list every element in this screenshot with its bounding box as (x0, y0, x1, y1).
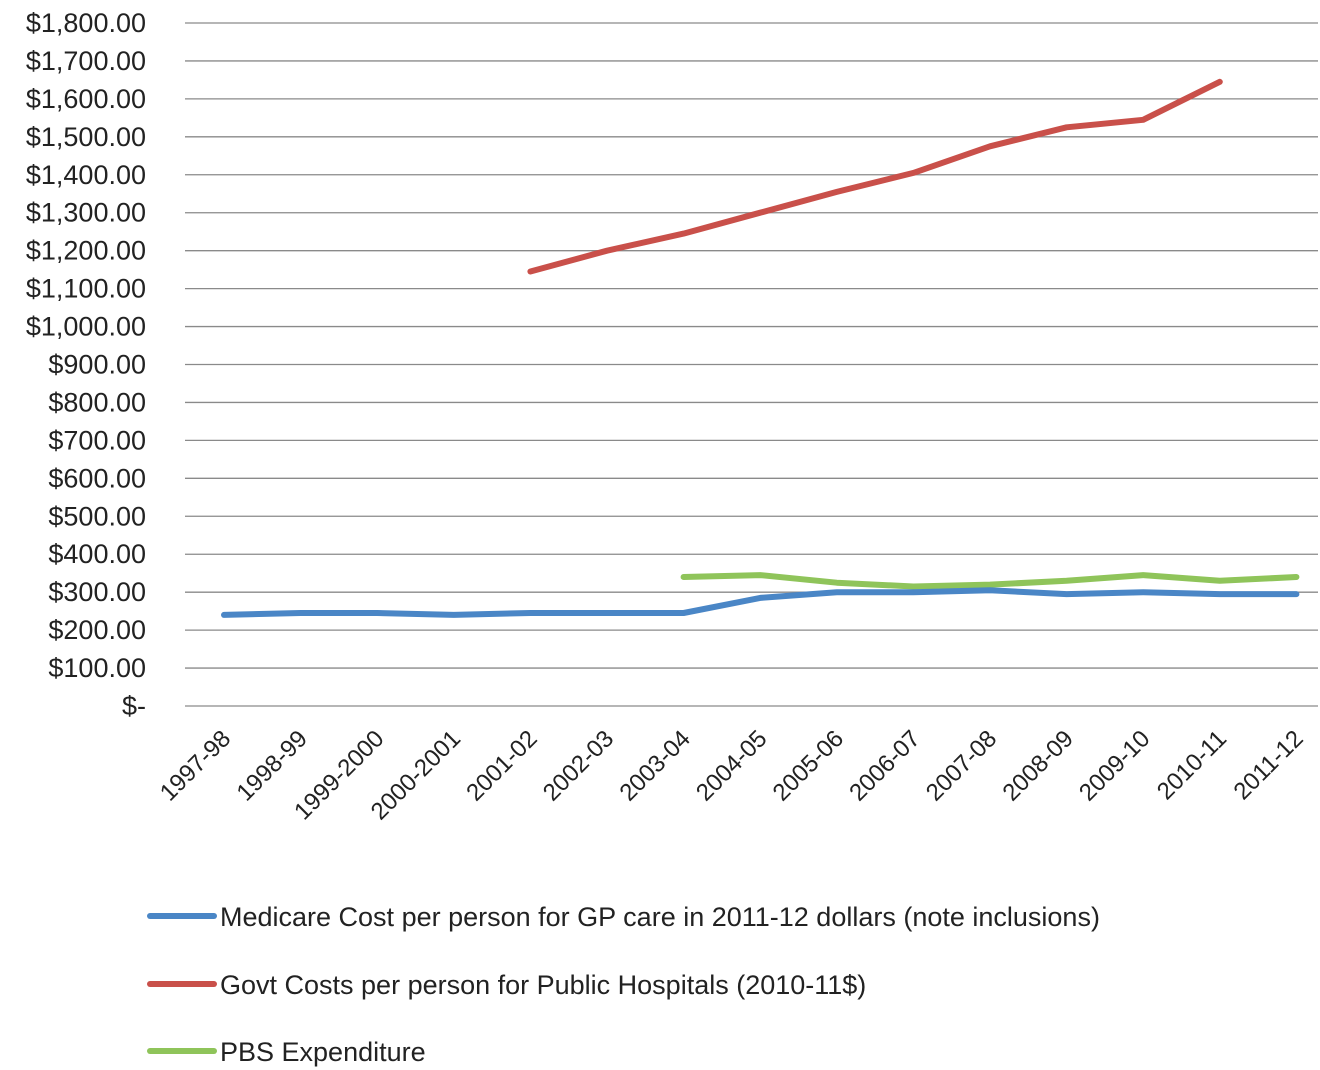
y-tick-label: $1,600.00 (26, 84, 146, 114)
y-tick-label: $200.00 (48, 615, 146, 645)
x-tick-label: 2010-11 (1152, 725, 1232, 805)
x-tick-label: 2002-03 (538, 725, 619, 806)
y-tick-label: $300.00 (48, 577, 146, 607)
x-tick-label: 2006-07 (844, 725, 925, 806)
y-tick-label: $100.00 (48, 653, 146, 683)
legend-label: Govt Costs per person for Public Hospita… (220, 970, 866, 1000)
series-lines (221, 78, 1300, 618)
y-tick-label: $1,400.00 (26, 160, 146, 190)
y-tick-label: $800.00 (48, 387, 146, 417)
x-tick-label: 2007-08 (921, 725, 1002, 806)
x-tick-label: 2004-05 (691, 725, 772, 806)
y-tick-label: $900.00 (48, 350, 146, 380)
y-tick-label: $1,100.00 (26, 274, 146, 304)
x-tick-label: 1997-98 (155, 725, 236, 806)
y-tick-label: $700.00 (48, 425, 146, 455)
x-axis-tick-labels: 1997-981998-991999-20002000-20012001-022… (155, 725, 1309, 825)
series-line (221, 587, 1300, 618)
x-tick-label: 2008-09 (997, 725, 1078, 806)
y-tick-label: $600.00 (48, 463, 146, 493)
legend: Medicare Cost per person for GP care in … (147, 902, 1100, 1067)
y-tick-label: $400.00 (48, 539, 146, 569)
y-tick-label: $1,700.00 (26, 46, 146, 76)
gridlines (185, 22, 1318, 707)
legend-label: PBS Expenditure (220, 1037, 426, 1067)
y-tick-label: $1,000.00 (26, 312, 146, 342)
x-tick-label: 2005-06 (768, 725, 849, 806)
x-tick-label: 2001-02 (461, 725, 542, 806)
y-tick-label: $1,800.00 (26, 8, 146, 38)
y-tick-label: $1,500.00 (26, 122, 146, 152)
x-tick-label: 2003-04 (614, 725, 695, 806)
y-tick-label: $1,300.00 (26, 198, 146, 228)
legend-label: Medicare Cost per person for GP care in … (220, 902, 1100, 932)
y-tick-label: $500.00 (48, 501, 146, 531)
y-tick-label: $1,200.00 (26, 236, 146, 266)
y-tick-label: $- (122, 691, 146, 721)
y-axis-tick-labels: $- $100.00 $200.00 $300.00 $400.00 $500.00 $60… (26, 8, 146, 721)
x-tick-label: 2009-10 (1074, 725, 1155, 806)
series-line (527, 78, 1223, 275)
series-line (680, 572, 1300, 590)
x-tick-label: 2011-12 (1229, 725, 1309, 805)
